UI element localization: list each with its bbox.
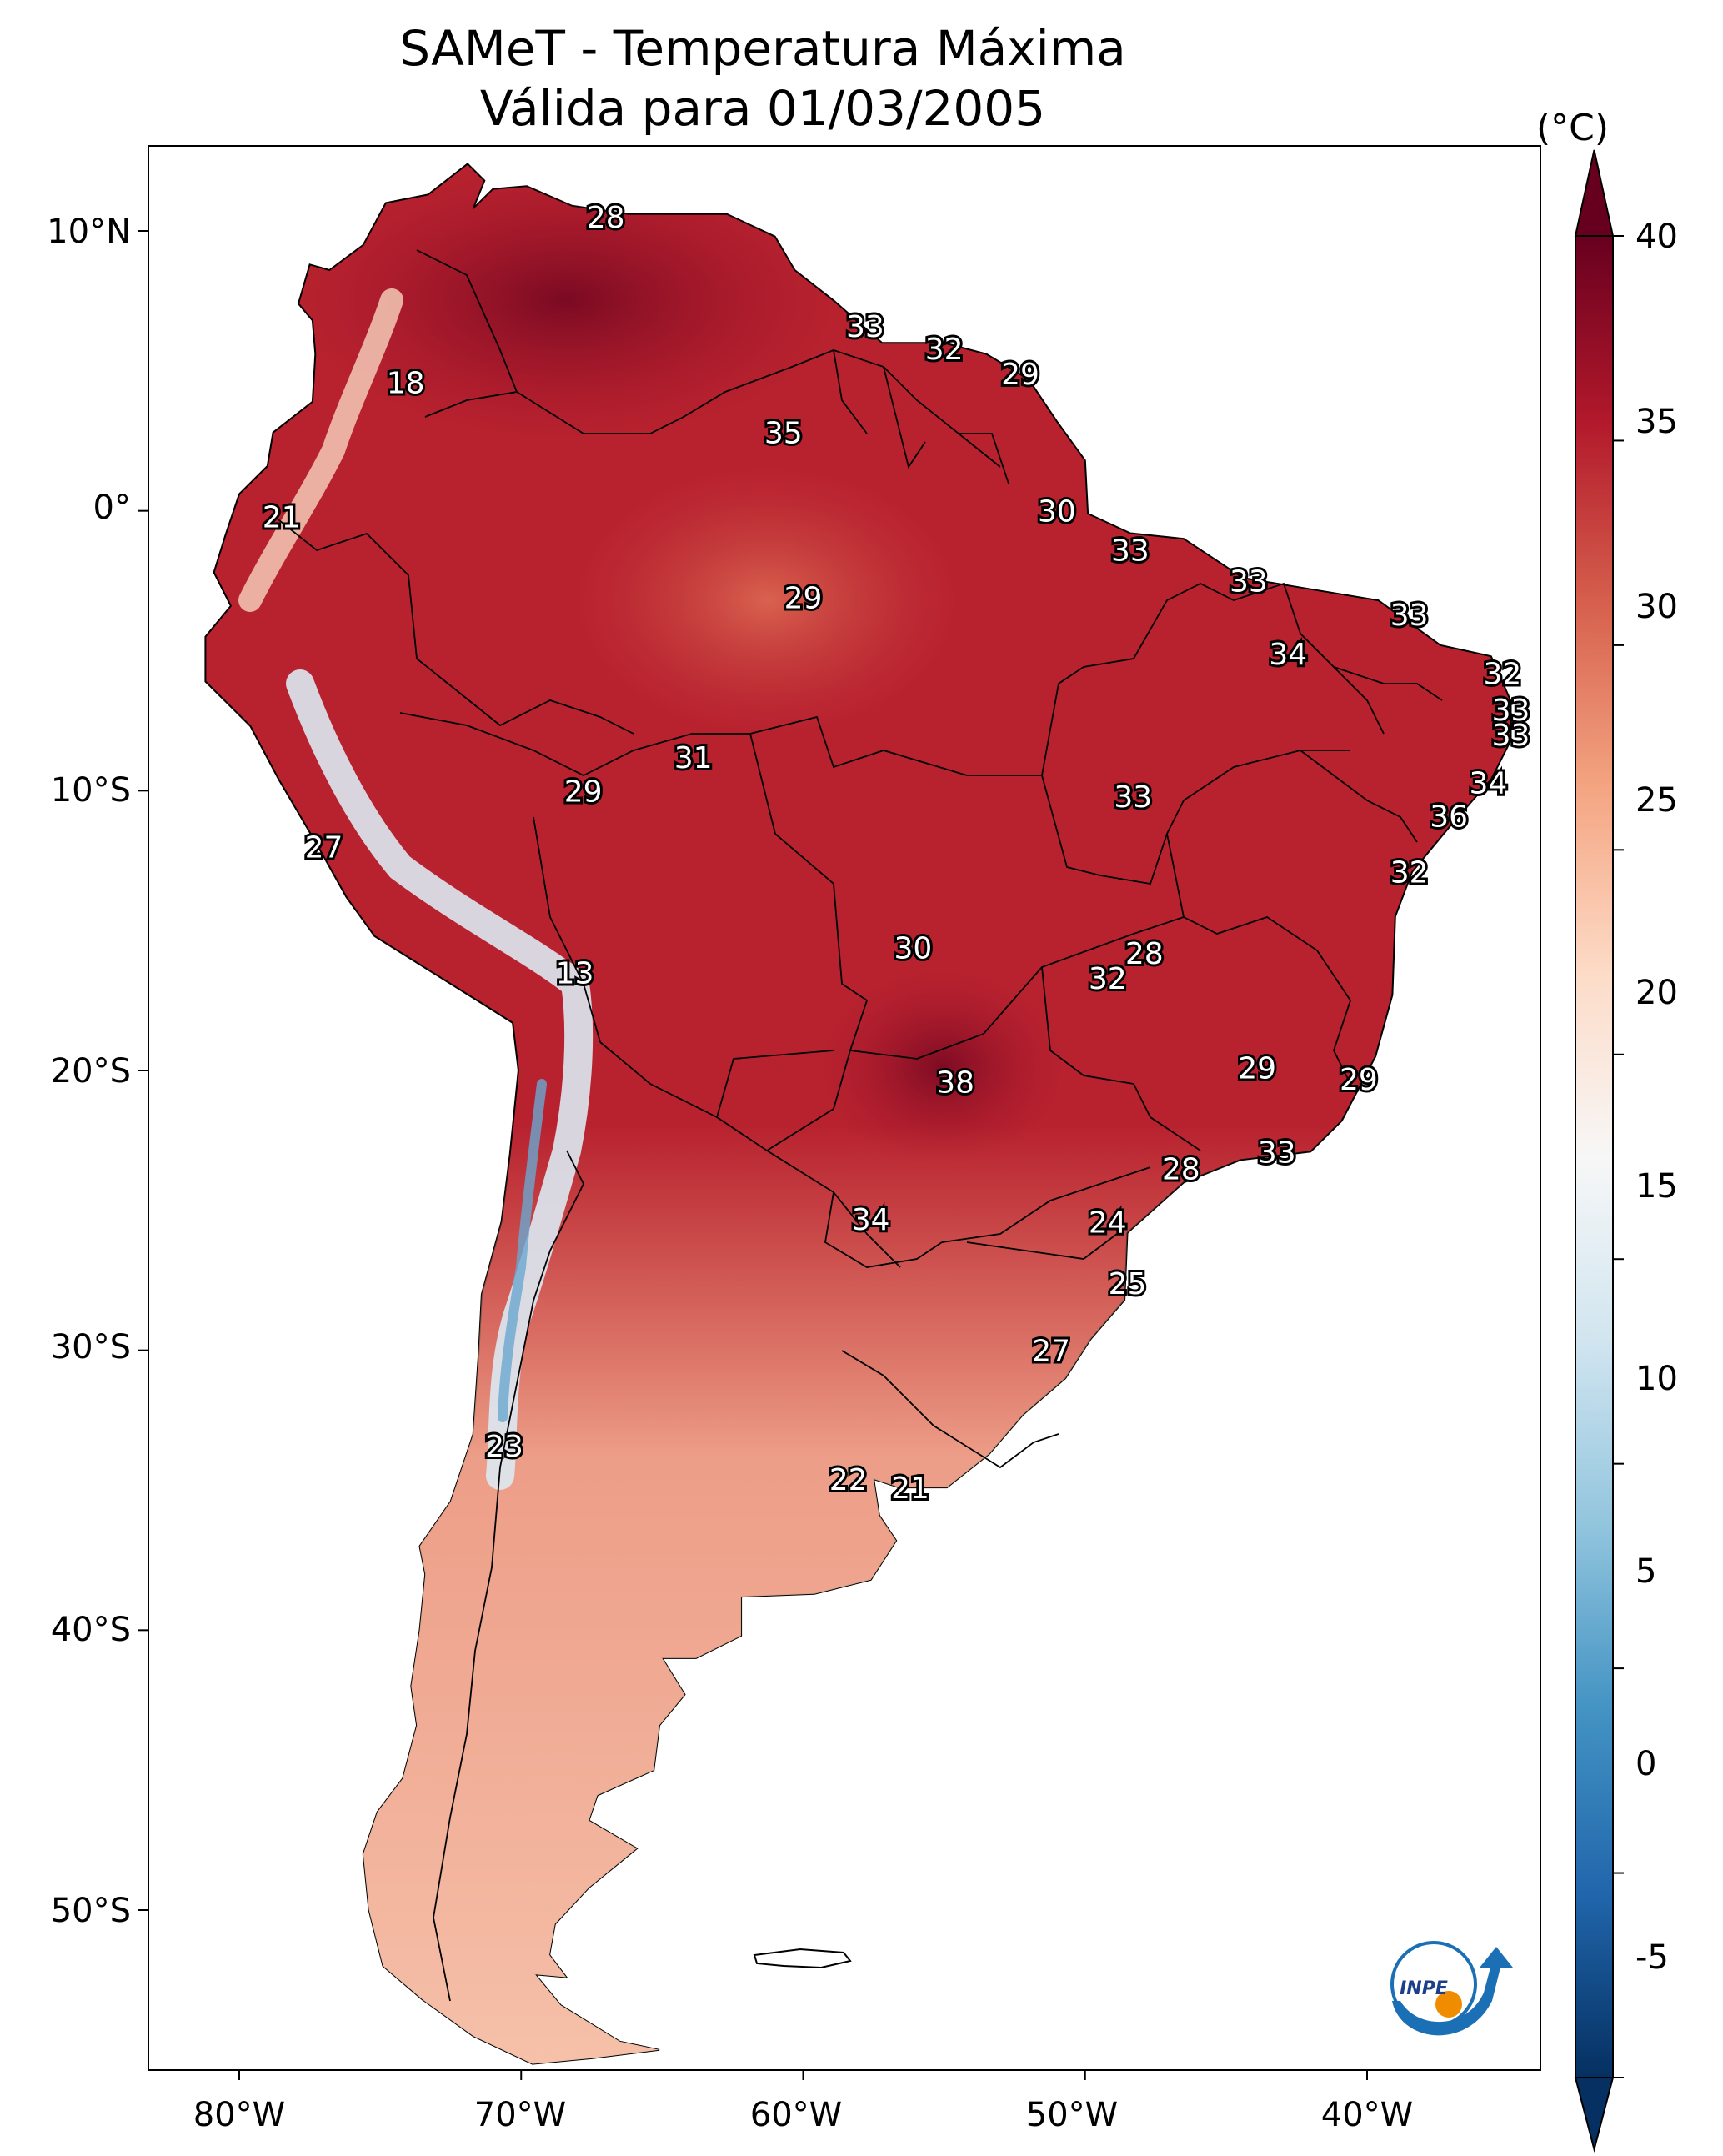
station-temperature-label: 33 bbox=[1230, 565, 1268, 599]
colorbar-tick-label: 40 bbox=[1635, 218, 1678, 256]
lat-tick-label: 50°S bbox=[50, 1892, 131, 1930]
colorbar-tick-label: 5 bbox=[1635, 1552, 1657, 1591]
station-temperature-label: 36 bbox=[1430, 800, 1468, 835]
station-temperature-label: 28 bbox=[1162, 1153, 1200, 1187]
station-temperature-label: 23 bbox=[485, 1430, 523, 1464]
station-temperature-label: 31 bbox=[674, 741, 713, 775]
station-temperature-label: 38 bbox=[936, 1065, 974, 1100]
station-temperature-label: 30 bbox=[1038, 495, 1076, 529]
station-temperature-label: 24 bbox=[1089, 1206, 1127, 1240]
station-temperature-label: 32 bbox=[1483, 657, 1521, 691]
station-temperature-label: 29 bbox=[1238, 1052, 1276, 1086]
colorbar bbox=[1574, 149, 1624, 2153]
colorbar-tick-label: -5 bbox=[1635, 1938, 1669, 1977]
hot-region-center bbox=[817, 967, 1067, 1167]
station-temperature-label: 21 bbox=[263, 500, 301, 534]
station-temperature-label: 34 bbox=[1469, 766, 1507, 800]
station-temperature-label: 33 bbox=[846, 310, 884, 344]
lat-tick-label: 30°S bbox=[50, 1328, 131, 1366]
hot-region-north bbox=[292, 163, 842, 442]
lon-tick-label: 40°W bbox=[1320, 2096, 1414, 2134]
map-title: SAMeT - Temperatura Máxima bbox=[399, 20, 1126, 77]
station-temperature-label: 27 bbox=[1032, 1335, 1070, 1369]
colorbar-unit: (°C) bbox=[1536, 107, 1610, 149]
logo-sun bbox=[1435, 1991, 1462, 2018]
lon-tick-label: 80°W bbox=[193, 2096, 286, 2134]
andes-north-band bbox=[238, 288, 403, 612]
lat-tick-label: 40°S bbox=[50, 1611, 131, 1649]
colorbar-tick-label: 30 bbox=[1635, 588, 1678, 626]
warm-region-amazon bbox=[575, 467, 959, 734]
station-temperature-label: 21 bbox=[891, 1472, 929, 1506]
station-temperature-label: 28 bbox=[1125, 937, 1164, 971]
station-temperature-label: 33 bbox=[1114, 780, 1152, 815]
logo-swoosh bbox=[1392, 1947, 1513, 2036]
station-temperature-label: 27 bbox=[305, 831, 343, 865]
axis-ticks bbox=[138, 230, 1368, 2080]
station-temperature-label: 33 bbox=[1492, 694, 1530, 728]
station-temperature-label: 29 bbox=[1001, 358, 1039, 392]
station-temperature-label: 33 bbox=[1390, 599, 1429, 633]
station-temperature-label: 22 bbox=[829, 1463, 868, 1497]
lon-tick-label: 60°W bbox=[749, 2096, 843, 2134]
station-temperature-label: 32 bbox=[925, 333, 964, 367]
station-temperature-label: 25 bbox=[1109, 1267, 1147, 1301]
lat-tick-label: 10°S bbox=[50, 771, 131, 810]
lon-tick-label: 50°W bbox=[1025, 2096, 1119, 2134]
inpe-logo: INPE bbox=[1390, 1941, 1513, 2036]
station-temperature-label: 34 bbox=[1269, 638, 1307, 672]
lon-tick-label: 70°W bbox=[473, 2096, 567, 2134]
station-temperature-label: 29 bbox=[1340, 1063, 1378, 1097]
colorbar-bottom-extension bbox=[1574, 2077, 1615, 2153]
country-borders bbox=[274, 249, 1443, 2002]
station-temperature-label: 34 bbox=[852, 1203, 890, 1237]
station-temperature-label: 32 bbox=[1089, 962, 1127, 996]
falkland-islands bbox=[753, 1948, 852, 1969]
colorbar-tick-label: 15 bbox=[1635, 1167, 1678, 1206]
station-temperature-label: 33 bbox=[1111, 534, 1150, 569]
colorbar-top-extension bbox=[1574, 149, 1615, 237]
colorbar-tick-label: 0 bbox=[1635, 1745, 1657, 1783]
colorbar-gradient bbox=[1575, 235, 1614, 2078]
colorbar-tick-label: 25 bbox=[1635, 781, 1678, 820]
station-temperature-label: 35 bbox=[764, 417, 803, 451]
station-temperature-label: 28 bbox=[587, 201, 625, 235]
station-temperature-label: 18 bbox=[387, 366, 425, 400]
lat-tick-label: 20°S bbox=[50, 1052, 131, 1091]
colorbar-tick-label: 35 bbox=[1635, 403, 1678, 441]
colorbar-tick-label: 10 bbox=[1635, 1360, 1678, 1398]
colorbar-tick-label: 20 bbox=[1635, 974, 1678, 1012]
station-temperature-label: 29 bbox=[784, 582, 823, 616]
station-temperature-label: 29 bbox=[564, 775, 603, 809]
lat-tick-label: 0° bbox=[93, 489, 131, 527]
colorbar-ticks bbox=[1613, 235, 1624, 2078]
lat-tick-label: 10°N bbox=[47, 213, 131, 251]
station-temperature-label: 32 bbox=[1390, 856, 1429, 890]
station-temperature-label: 33 bbox=[1258, 1136, 1296, 1170]
andes-peak-band bbox=[498, 1079, 547, 1422]
map-subtitle: Válida para 01/03/2005 bbox=[479, 80, 1046, 137]
station-temperature-label: 13 bbox=[556, 957, 594, 991]
station-temperature-label: 30 bbox=[894, 931, 932, 965]
station-temperature-label: 33 bbox=[1492, 719, 1530, 753]
logo-text: INPE bbox=[1400, 1978, 1448, 1999]
